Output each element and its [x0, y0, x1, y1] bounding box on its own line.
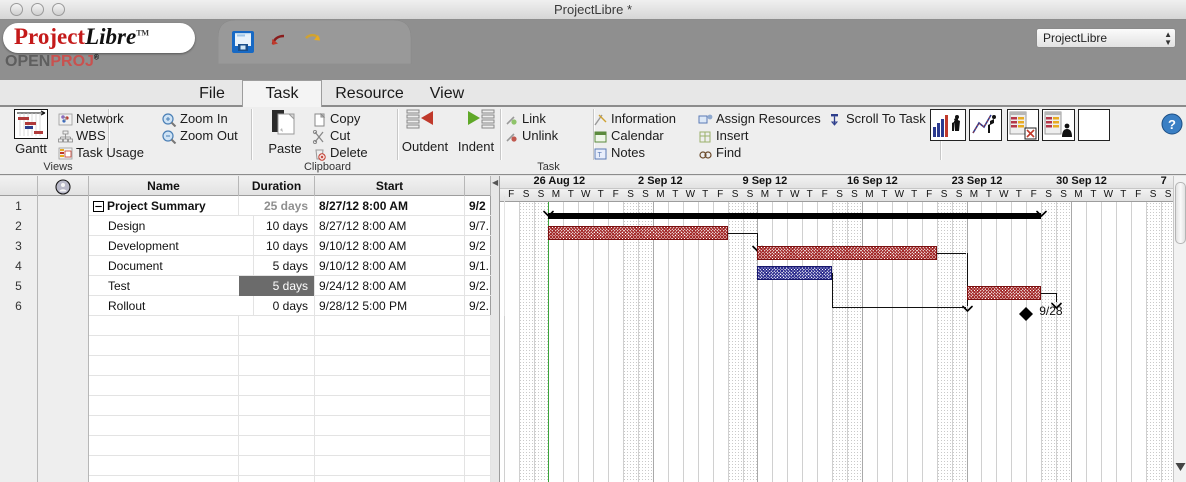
svg-text:?: ? — [1168, 117, 1176, 132]
svg-text:T: T — [598, 152, 603, 159]
